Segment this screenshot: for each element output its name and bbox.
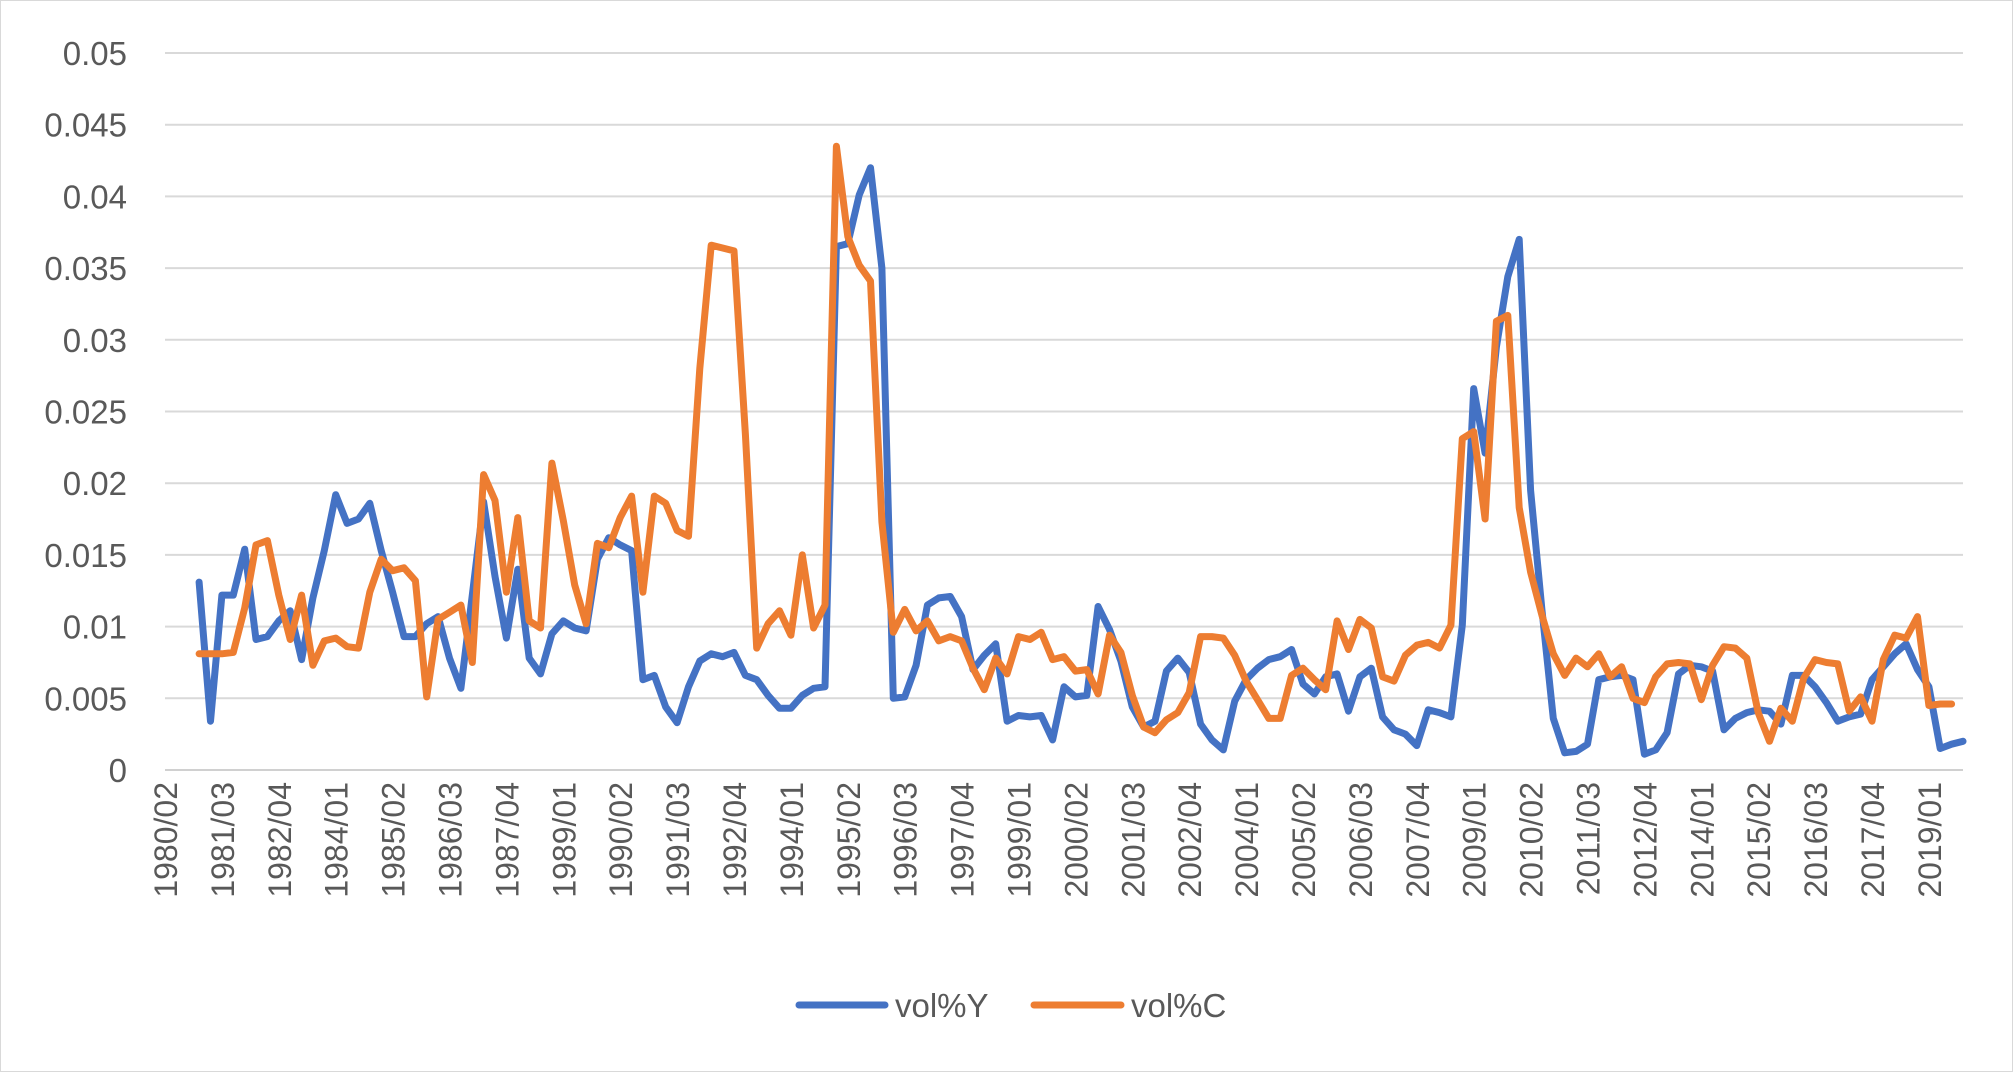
x-tick-label: 1991/03	[660, 782, 696, 898]
x-tick-label: 1990/02	[603, 782, 639, 898]
x-tick-label: 2010/02	[1514, 782, 1550, 898]
x-tick-label: 1999/01	[1001, 782, 1037, 898]
y-tick-label: 0	[109, 752, 127, 789]
y-tick-label: 0.01	[63, 609, 127, 646]
y-tick-label: 0.03	[63, 322, 127, 359]
y-tick-label: 0.035	[44, 250, 127, 287]
x-tick-label: 1992/04	[717, 782, 753, 898]
y-tick-label: 0.025	[44, 394, 127, 431]
x-tick-label: 1997/04	[945, 782, 981, 898]
x-tick-label: 2007/04	[1400, 782, 1436, 898]
y-axis-ticks: 0 0.005 0.01 0.015 0.02 0.025 0.03 0.035 0.04 0.0…	[44, 35, 127, 789]
x-tick-label: 1989/01	[546, 782, 582, 898]
x-tick-label: 1986/03	[432, 782, 468, 898]
x-tick-label: 2019/01	[1912, 782, 1948, 898]
y-tick-label: 0.02	[63, 465, 127, 502]
y-tick-label: 0.015	[44, 537, 127, 574]
x-tick-label: 2005/02	[1286, 782, 1322, 898]
x-tick-label: 2011/03	[1570, 782, 1606, 895]
x-axis-ticks: 1980/02 1981/03 1982/04 1984/01 1985/02 1986/…	[148, 782, 1948, 898]
y-tick-label: 0.005	[44, 680, 127, 717]
x-tick-label: 2004/01	[1229, 782, 1265, 898]
x-tick-label: 1984/01	[319, 782, 355, 898]
x-tick-label: 2006/03	[1343, 782, 1379, 898]
x-tick-label: 1995/02	[831, 782, 867, 898]
series-lines	[195, 142, 1967, 758]
y-tick-label: 0.05	[63, 35, 127, 72]
legend-label: vol%Y	[895, 987, 989, 1024]
x-tick-label: 2001/03	[1115, 782, 1151, 898]
x-tick-label: 2016/03	[1798, 782, 1834, 898]
x-tick-label: 2000/02	[1058, 782, 1094, 898]
x-tick-label: 2017/04	[1855, 782, 1891, 898]
series-line-vol-c	[195, 142, 1956, 745]
x-tick-label: 1987/04	[489, 782, 525, 898]
x-tick-label: 1982/04	[262, 782, 298, 898]
x-tick-label: 1994/01	[774, 782, 810, 898]
x-tick-label: 2014/01	[1684, 782, 1720, 898]
x-tick-label: 2012/04	[1627, 782, 1663, 898]
x-tick-label: 1981/03	[205, 782, 241, 898]
x-tick-label: 1980/02	[148, 782, 184, 898]
x-tick-label: 1985/02	[376, 782, 412, 898]
x-tick-label: 1996/03	[888, 782, 924, 898]
y-tick-label: 0.045	[44, 107, 127, 144]
legend-label: vol%C	[1131, 987, 1226, 1024]
series-line-vol-y	[195, 164, 1967, 758]
x-tick-label: 2009/01	[1457, 782, 1493, 898]
x-tick-label: 2002/04	[1172, 782, 1208, 898]
x-tick-label: 2015/02	[1741, 782, 1777, 898]
legend: vol%Y vol%C	[795, 987, 1226, 1024]
y-tick-label: 0.04	[63, 178, 127, 215]
